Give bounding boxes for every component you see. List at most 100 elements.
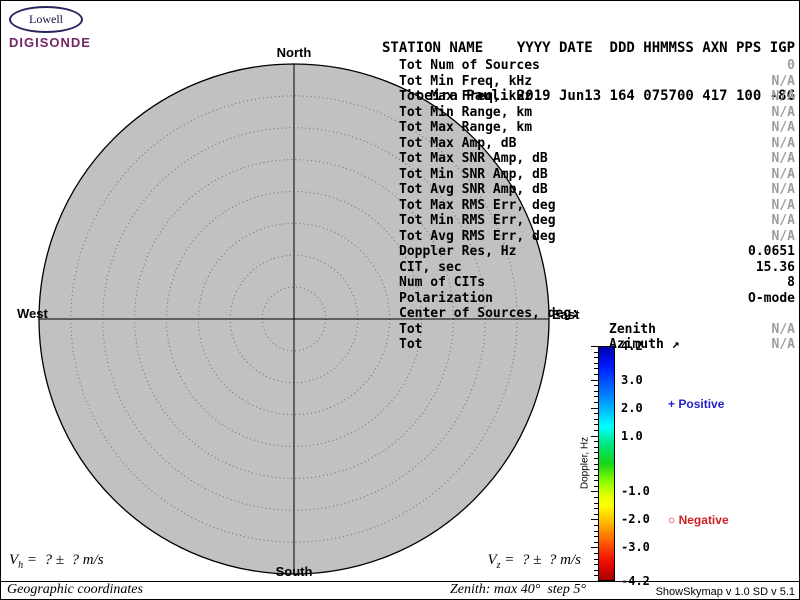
stat-label: Polarization (399, 290, 493, 306)
colorbar-minor-tick (594, 418, 598, 420)
stat-label: Tot Max Freq, kHz (399, 89, 533, 104)
colorbar-minor-tick (594, 525, 598, 527)
colorbar-major-tick (591, 519, 598, 521)
colorbar-minor-tick (594, 385, 598, 387)
colorbar-minor-tick (594, 373, 598, 375)
legend-positive-label: Positive (678, 397, 725, 411)
colorbar-minor-tick (594, 457, 598, 459)
plus-icon: + (668, 397, 676, 411)
circle-icon: ○ (668, 513, 676, 527)
colorbar-minor-tick (594, 368, 598, 370)
compass-east-label: East (552, 307, 580, 322)
vz-readout: Vz = ? ± ? m/s (487, 552, 581, 571)
colorbar-minor-tick (594, 463, 598, 465)
colorbar-tick-label: 1.0 (621, 428, 643, 443)
stat-row: Tot Azimuth ↗ N/A (399, 337, 795, 353)
stat-value: 15.36 (755, 259, 795, 275)
colorbar-minor-tick (594, 480, 598, 482)
stat-label: Tot Max RMS Err, deg (399, 197, 556, 213)
stat-label: Tot Min Freq, kHz (399, 73, 533, 89)
stat-label: Tot (399, 337, 423, 352)
stat-row: Tot Max Amp, dB N/A (399, 136, 795, 152)
colorbar-minor-tick (594, 474, 598, 476)
stat-value: O-mode (748, 290, 795, 306)
stats-panel: Tot Num of Sources 0 Tot Min Freq, kHz N/A T… (399, 58, 795, 353)
lowell-digisonde-logo: Lowell DIGISONDE (9, 6, 91, 50)
stat-value: 8 (787, 275, 795, 290)
colorbar-minor-tick (594, 413, 598, 415)
legend-positive: + Positive (668, 397, 724, 411)
lowell-logo-oval: Lowell (9, 6, 83, 33)
stat-value: N/A (771, 104, 795, 120)
colorbar-gradient (598, 346, 615, 581)
colorbar-minor-tick (594, 553, 598, 555)
colorbar-minor-tick (594, 536, 598, 538)
vz-value: = ? ± ? m/s (500, 552, 581, 568)
colorbar-tick-label: -3.0 (621, 540, 650, 555)
colorbar-major-tick (591, 346, 598, 347)
compass-north-label: North (276, 45, 312, 60)
version-caption: ShowSkymap v 1.0 SD v 5.1 (655, 586, 795, 598)
colorbar-minor-tick (594, 485, 598, 487)
coordinates-caption: Geographic coordinates (7, 582, 143, 597)
compass-south-label: South (275, 564, 313, 579)
stat-row: Num of CITs 8 (399, 275, 795, 291)
stat-value: N/A (771, 151, 795, 166)
stat-mid-label: Azimuth ↗ (609, 337, 680, 352)
colorbar-minor-tick (594, 396, 598, 398)
stat-row: Polarization O-mode (399, 291, 795, 307)
stat-label: Tot Max Range, km (399, 120, 533, 135)
stat-row: Doppler Res, Hz 0.0651 (399, 244, 795, 260)
compass-west-label: West (17, 306, 48, 321)
stat-label: Tot Avg RMS Err, deg (399, 228, 556, 244)
stat-label: Tot Min Range, km (399, 104, 533, 120)
stat-row: Tot Avg SNR Amp, dB N/A (399, 182, 795, 198)
colorbar-minor-tick (594, 558, 598, 560)
footer-divider (1, 581, 799, 582)
stat-label: Tot Min SNR Amp, dB (399, 166, 548, 182)
colorbar-minor-tick (594, 502, 598, 504)
stat-label: Tot (399, 321, 423, 337)
vz-symbol: V (487, 552, 497, 568)
stat-row: Tot Max RMS Err, deg N/A (399, 198, 795, 214)
vh-symbol: V (9, 552, 19, 568)
stat-row: Tot Min Range, km N/A (399, 105, 795, 121)
stat-label: CIT, sec (399, 259, 462, 275)
colorbar-minor-tick (594, 469, 598, 471)
stat-value: N/A (771, 89, 795, 104)
colorbar-minor-tick (594, 513, 598, 515)
stat-label: Tot Avg SNR Amp, dB (399, 182, 548, 197)
colorbar-minor-tick (594, 497, 598, 499)
colorbar-minor-tick (594, 508, 598, 510)
stat-value: N/A (771, 182, 795, 197)
colorbar-major-tick (591, 407, 598, 409)
stat-row: Tot Max Range, km N/A (399, 120, 795, 136)
stat-value: N/A (771, 166, 795, 182)
stat-row: Tot Num of Sources 0 (399, 58, 795, 74)
stat-row: Tot Min Freq, kHz N/A (399, 74, 795, 90)
colorbar-tick-label: 3.0 (621, 372, 643, 387)
zenith-range-caption: Zenith: max 40° step 5° (449, 582, 586, 597)
colorbar-minor-tick (594, 401, 598, 403)
colorbar-tick-label: -2.0 (621, 512, 650, 527)
colorbar-tick-label: 4.2 (621, 339, 643, 353)
stat-row: Tot Avg RMS Err, deg N/A (399, 229, 795, 245)
stat-label: Tot Min RMS Err, deg (399, 213, 556, 228)
stat-value: N/A (771, 337, 795, 352)
vh-subscript: h (18, 560, 24, 571)
stat-value: N/A (771, 321, 795, 337)
colorbar-minor-tick (594, 390, 598, 392)
colorbar-minor-tick (594, 357, 598, 359)
colorbar-minor-tick (594, 530, 598, 532)
colorbar-minor-tick (594, 446, 598, 448)
colorbar-major-tick (591, 547, 598, 549)
vh-readout: Vh = ? ± ? m/s (9, 552, 104, 571)
colorbar-major-tick (591, 379, 598, 381)
stat-value: 0.0651 (748, 244, 795, 259)
stat-value: N/A (771, 228, 795, 244)
colorbar-major-tick (591, 491, 598, 493)
colorbar-minor-tick (594, 541, 598, 543)
stat-label: Center of Sources, deg: (399, 306, 580, 321)
stat-row: Tot Min RMS Err, deg N/A (399, 213, 795, 229)
